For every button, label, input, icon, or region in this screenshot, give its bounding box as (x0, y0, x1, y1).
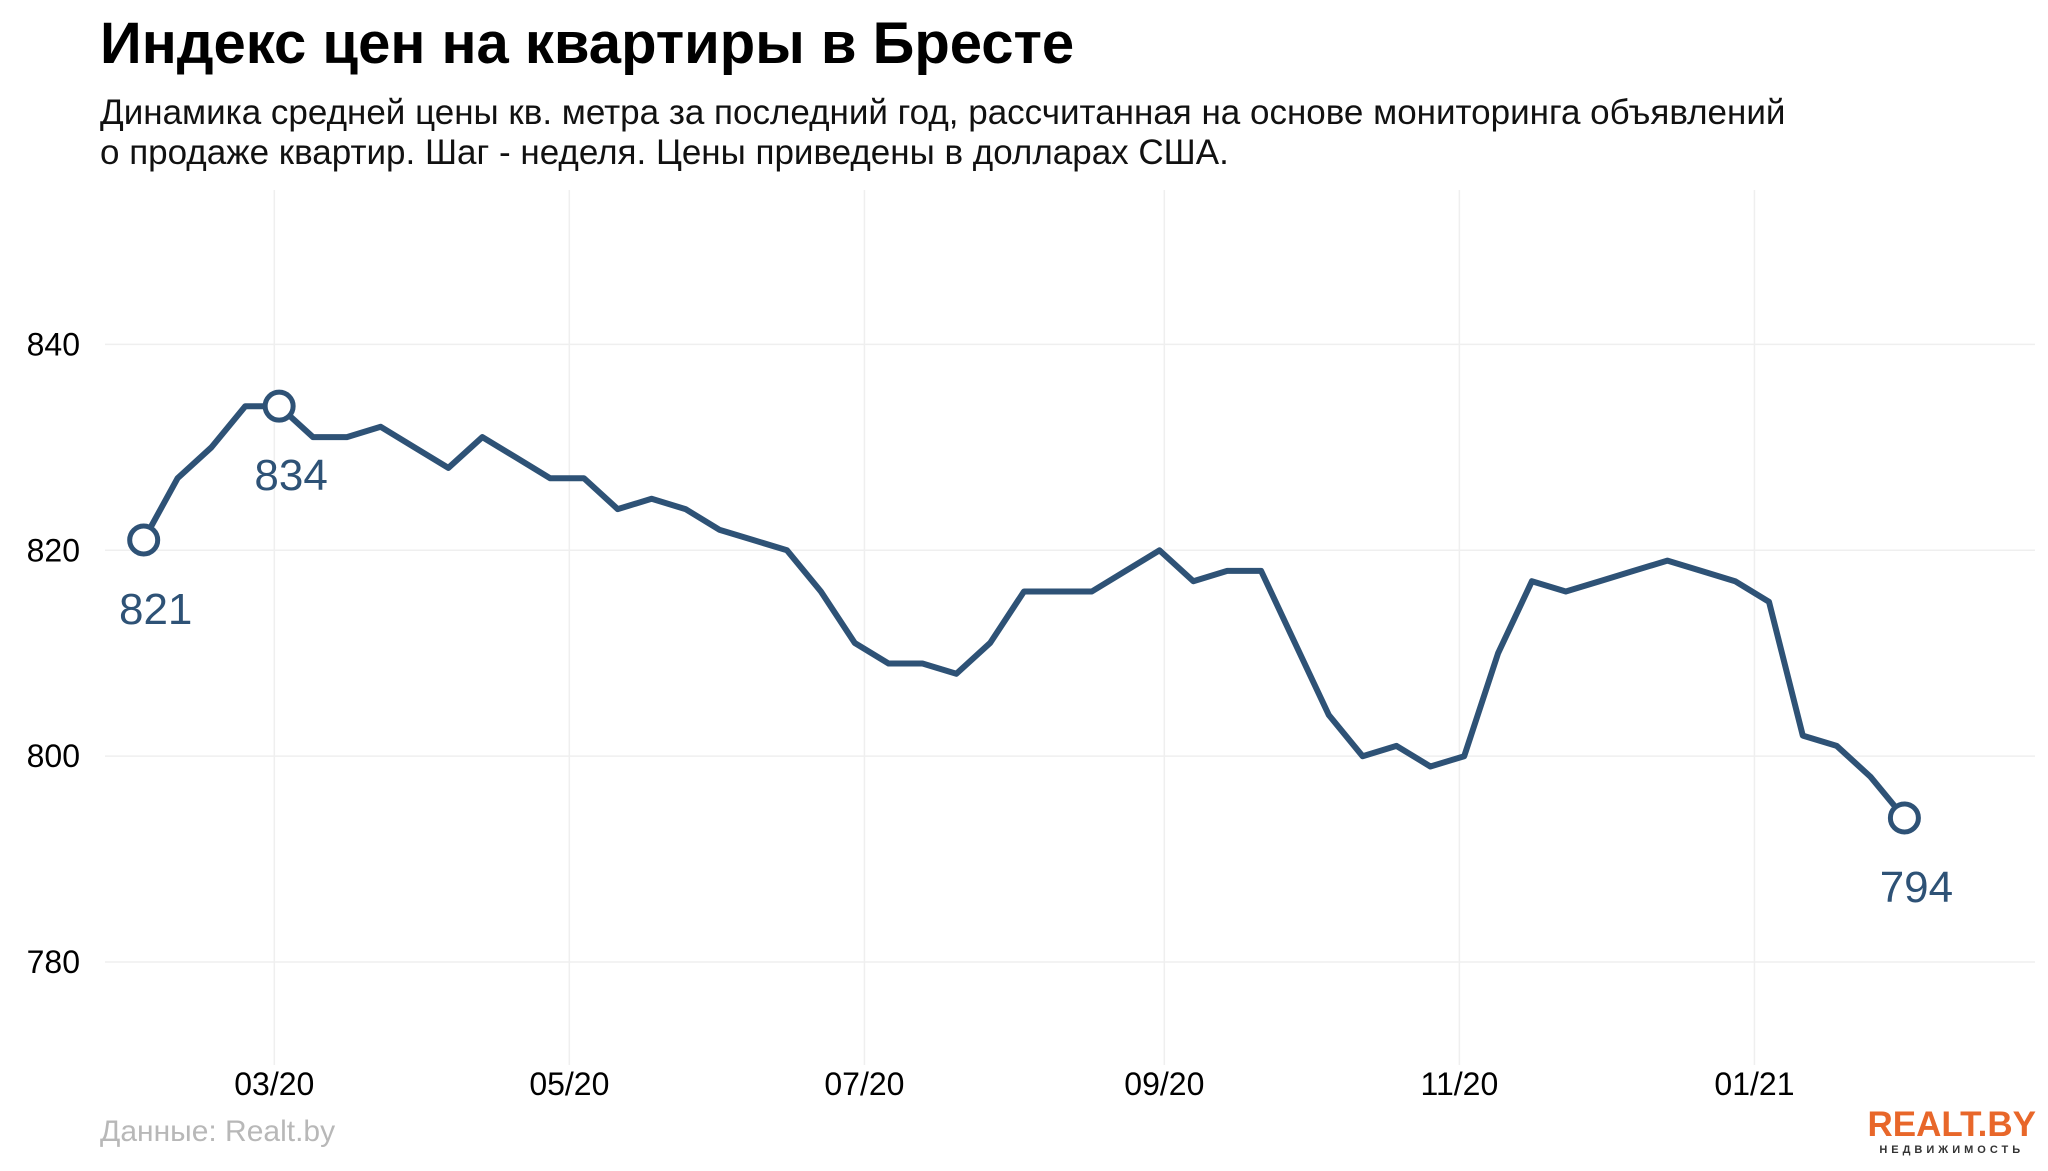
y-tick-label: 840 (27, 326, 80, 362)
logo-text: REALT.BY (1867, 1105, 2036, 1144)
realt-logo[interactable]: REALT.BY НЕДВИЖИМОСТЬ (1867, 1105, 2036, 1157)
y-tick-label: 780 (27, 944, 80, 980)
x-tick-label: 11/20 (1421, 1066, 1499, 1102)
annotation-marker (1887, 801, 1921, 835)
annotation-label: 834 (254, 451, 327, 500)
annotation-label: 794 (1880, 863, 1953, 912)
y-tick-label: 800 (27, 738, 80, 774)
chart-title: Индекс цен на квартиры в Бресте (100, 11, 1075, 76)
x-tick-label: 03/20 (234, 1066, 314, 1102)
annotation-marker (262, 389, 296, 423)
x-tick-label: 07/20 (824, 1066, 904, 1102)
x-tick-label: 09/20 (1124, 1066, 1204, 1102)
chart-subtitle: Динамика средней цены кв. метра за после… (100, 93, 1786, 172)
y-tick-label: 820 (27, 532, 80, 568)
series-line (140, 403, 1908, 821)
x-tick-label: 05/20 (529, 1066, 609, 1102)
annotation-marker (127, 523, 161, 557)
logo-subtext: НЕДВИЖИМОСТЬ (1879, 1144, 2025, 1156)
x-tick-label: 01/21 (1714, 1066, 1794, 1102)
data-source: Данные: Realt.by (100, 1115, 336, 1148)
annotation-label: 821 (119, 585, 192, 634)
